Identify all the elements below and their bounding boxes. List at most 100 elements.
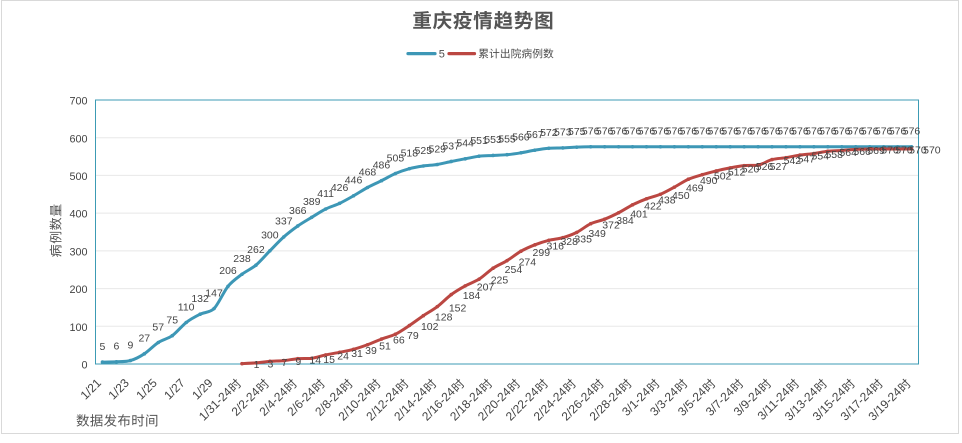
svg-text:576: 576 [861, 126, 879, 138]
svg-text:576: 576 [805, 126, 823, 138]
svg-text:505: 505 [387, 152, 405, 164]
svg-text:14: 14 [309, 354, 321, 366]
svg-text:300: 300 [69, 246, 87, 258]
svg-text:100: 100 [69, 322, 87, 334]
svg-text:576: 576 [847, 126, 865, 138]
svg-text:15: 15 [323, 354, 335, 366]
svg-text:570: 570 [923, 145, 941, 157]
svg-text:207: 207 [477, 282, 495, 294]
svg-text:422: 422 [644, 200, 662, 212]
svg-text:5: 5 [100, 341, 106, 353]
svg-text:520: 520 [742, 163, 760, 175]
svg-text:576: 576 [777, 126, 795, 138]
svg-text:544: 544 [456, 138, 474, 150]
svg-text:600: 600 [69, 133, 87, 145]
svg-text:558: 558 [825, 149, 843, 161]
svg-text:299: 299 [533, 247, 551, 259]
svg-text:551: 551 [470, 135, 488, 147]
svg-text:39: 39 [365, 345, 377, 357]
svg-text:502: 502 [714, 170, 732, 182]
svg-text:570: 570 [909, 145, 927, 157]
svg-text:225: 225 [491, 275, 509, 287]
svg-text:400: 400 [69, 209, 87, 221]
svg-text:152: 152 [449, 302, 467, 314]
svg-text:576: 576 [582, 126, 600, 138]
svg-text:537: 537 [442, 140, 460, 152]
svg-text:3: 3 [268, 358, 274, 370]
svg-text:564: 564 [839, 147, 857, 159]
svg-text:349: 349 [588, 228, 606, 240]
svg-text:9: 9 [127, 339, 133, 351]
svg-text:274: 274 [519, 256, 537, 268]
svg-text:132: 132 [191, 293, 209, 305]
svg-text:490: 490 [700, 175, 718, 187]
svg-text:518: 518 [401, 147, 419, 159]
svg-text:300: 300 [261, 230, 279, 242]
svg-text:486: 486 [373, 160, 391, 172]
svg-text:566: 566 [853, 146, 871, 158]
svg-text:570: 570 [881, 145, 899, 157]
svg-text:426: 426 [331, 182, 349, 194]
svg-text:6: 6 [113, 341, 119, 353]
svg-text:27: 27 [138, 333, 150, 345]
svg-text:567: 567 [526, 129, 544, 141]
svg-text:110: 110 [178, 301, 195, 313]
svg-text:576: 576 [889, 126, 907, 138]
svg-text:401: 401 [630, 208, 648, 220]
svg-text:576: 576 [707, 126, 725, 138]
svg-text:576: 576 [903, 126, 921, 138]
svg-text:57: 57 [152, 321, 164, 333]
svg-text:147: 147 [205, 287, 223, 299]
svg-text:576: 576 [721, 126, 739, 138]
svg-text:0: 0 [81, 360, 87, 372]
svg-text:438: 438 [658, 194, 676, 206]
svg-text:576: 576 [819, 126, 837, 138]
svg-text:576: 576 [596, 126, 614, 138]
svg-text:469: 469 [686, 183, 704, 195]
svg-text:576: 576 [610, 126, 628, 138]
svg-text:576: 576 [833, 126, 851, 138]
svg-text:372: 372 [602, 219, 620, 231]
svg-text:547: 547 [798, 153, 816, 165]
svg-text:576: 576 [763, 126, 781, 138]
svg-text:576: 576 [652, 126, 670, 138]
svg-text:527: 527 [770, 161, 788, 173]
svg-text:366: 366 [289, 205, 307, 217]
svg-text:576: 576 [749, 126, 767, 138]
svg-text:337: 337 [275, 216, 293, 228]
svg-text:576: 576 [875, 126, 893, 138]
svg-text:254: 254 [505, 264, 523, 276]
svg-text:51: 51 [379, 340, 391, 352]
svg-text:184: 184 [463, 290, 481, 302]
svg-text:576: 576 [735, 126, 753, 138]
svg-text:75: 75 [166, 315, 178, 327]
svg-text:576: 576 [694, 126, 712, 138]
svg-text:560: 560 [512, 132, 530, 144]
svg-text:573: 573 [554, 127, 572, 139]
svg-text:206: 206 [219, 265, 237, 277]
svg-text:555: 555 [498, 133, 516, 145]
svg-text:102: 102 [421, 321, 439, 333]
svg-text:700: 700 [69, 96, 87, 108]
svg-text:1: 1 [254, 359, 260, 371]
svg-text:316: 316 [547, 240, 565, 252]
svg-text:384: 384 [616, 215, 634, 227]
svg-text:9: 9 [295, 356, 301, 368]
svg-text:576: 576 [791, 126, 809, 138]
svg-text:553: 553 [484, 134, 502, 146]
svg-text:446: 446 [345, 175, 363, 187]
svg-text:572: 572 [540, 127, 558, 139]
svg-text:529: 529 [428, 143, 446, 155]
svg-text:66: 66 [393, 335, 405, 347]
svg-text:5: 5 [439, 49, 445, 61]
svg-text:500: 500 [69, 171, 87, 183]
svg-text:79: 79 [407, 330, 419, 342]
svg-text:575: 575 [568, 126, 586, 138]
svg-text:31: 31 [351, 348, 363, 360]
svg-text:468: 468 [359, 166, 377, 178]
svg-text:7: 7 [281, 357, 287, 369]
svg-text:128: 128 [435, 311, 453, 323]
svg-text:576: 576 [680, 126, 698, 138]
svg-text:554: 554 [812, 151, 830, 163]
svg-text:389: 389 [303, 196, 321, 208]
